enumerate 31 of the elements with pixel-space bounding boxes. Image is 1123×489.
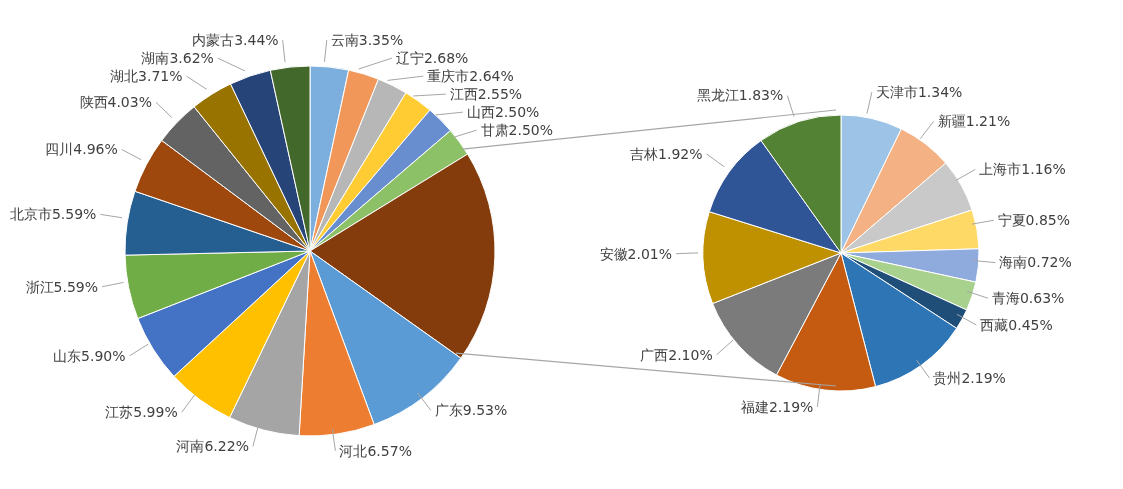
slice-label: 北京市5.59% [9,206,97,223]
slice-label: 河南6.22% [176,438,249,455]
slice-label: 陕西4.03% [79,94,152,111]
slice-label: 辽宁2.68% [395,50,469,67]
slice-label: 上海市1.16% [979,161,1066,178]
slice-label: 内蒙古3.44% [192,32,279,49]
slice-label: 青海0.63% [991,290,1065,307]
slice-label: 河北6.57% [339,442,412,459]
slice-label: 新疆1.21% [937,113,1011,130]
slice-label: 湖南3.62% [141,50,214,67]
slice-label: 黑龙江1.83% [696,87,784,104]
slice-label: 重庆市2.64% [427,68,514,85]
slice-label: 湖北3.71% [110,68,183,85]
slice-label: 广西2.10% [640,346,713,363]
slice-label: 吉林1.92% [630,145,703,162]
slice-label: 四川4.96% [45,141,118,158]
slice-label: 甘肃2.50% [480,122,554,139]
slice-label: 安徽2.01% [599,245,673,262]
slice-label: 山东5.90% [53,347,126,364]
slice-label: 福建2.19% [740,398,814,415]
slice-label: 浙江5.59% [25,278,99,295]
slice-label: 江苏5.99% [105,404,178,421]
slice-label: 西藏0.45% [980,316,1053,333]
slice-label: 海南0.72% [999,254,1072,271]
slice-label: 广东9.53% [434,402,508,419]
slice-label: 江西2.55% [449,86,523,103]
slice-label: 贵州2.19% [933,369,1006,386]
slice-label: 天津市1.34% [875,83,963,100]
slice-label: 宁夏0.85% [997,212,1071,229]
slice-label: 山西2.50% [466,104,540,121]
slice-label: 云南3.35% [330,32,404,49]
